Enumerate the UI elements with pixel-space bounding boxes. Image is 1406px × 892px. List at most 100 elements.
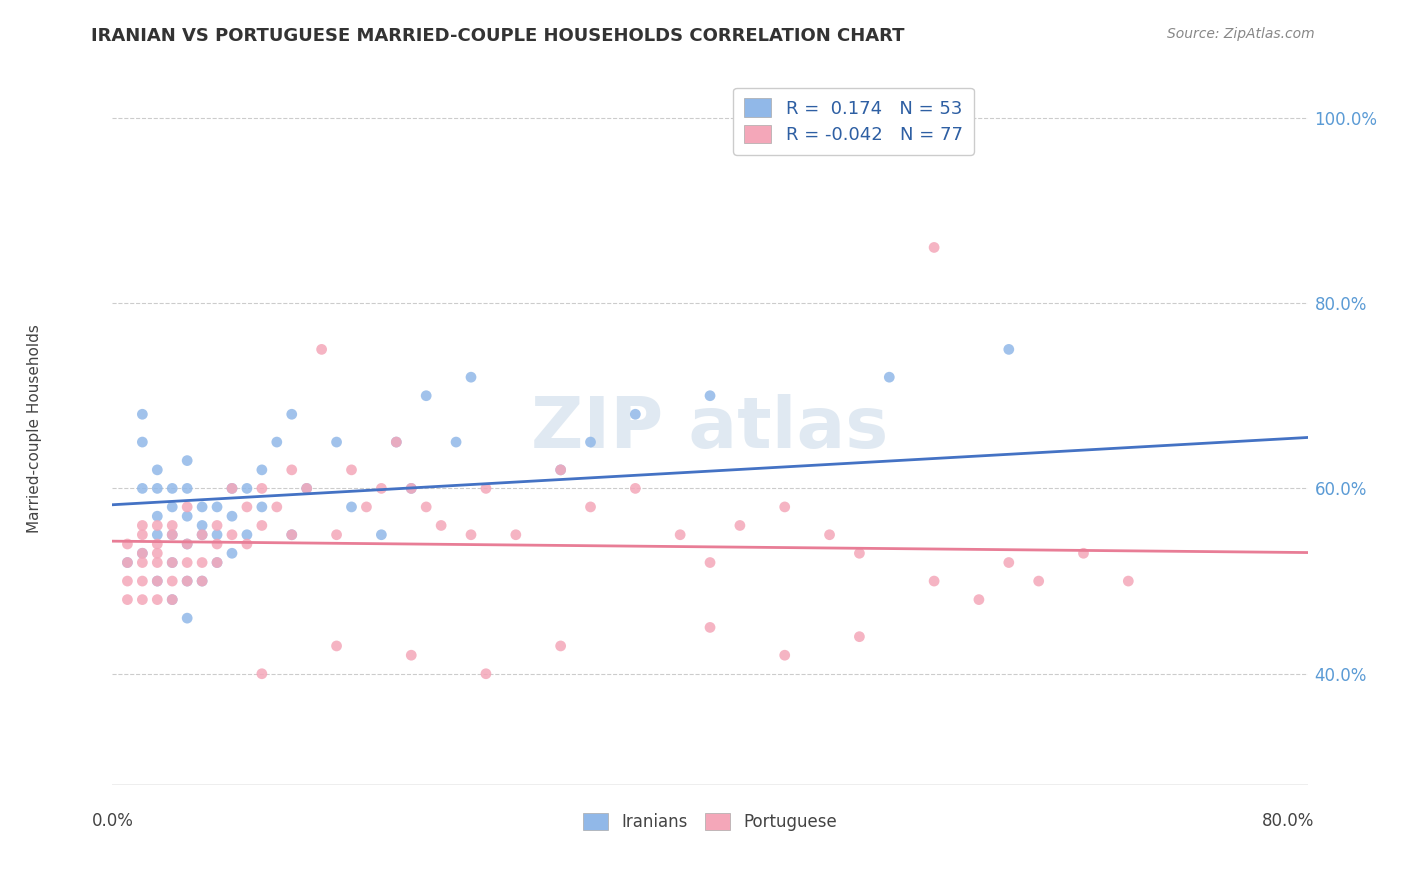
Point: [205, 500, 228, 514]
Point: [162, 518, 183, 533]
Point: [221, 546, 243, 560]
Point: [146, 592, 169, 607]
Point: [236, 500, 259, 514]
Point: [401, 482, 423, 496]
Point: [401, 648, 423, 663]
Point: [879, 370, 901, 384]
Point: [176, 556, 198, 570]
Point: [550, 463, 572, 477]
Point: [415, 500, 437, 514]
Point: [250, 518, 273, 533]
Point: [728, 518, 751, 533]
Point: [624, 407, 647, 421]
Point: [848, 546, 870, 560]
Point: [131, 574, 153, 588]
Point: [1118, 574, 1140, 588]
Point: [444, 435, 467, 450]
Point: [325, 435, 347, 450]
Point: [205, 556, 228, 570]
Point: [131, 435, 153, 450]
Point: [146, 518, 169, 533]
Point: [236, 482, 259, 496]
Text: 80.0%: 80.0%: [1263, 812, 1315, 830]
Point: [311, 343, 333, 357]
Point: [191, 527, 214, 541]
Point: [146, 527, 169, 541]
Point: [176, 574, 198, 588]
Point: [385, 435, 408, 450]
Point: [967, 592, 990, 607]
Point: [460, 527, 482, 541]
Point: [191, 574, 214, 588]
Point: [773, 500, 796, 514]
Point: [1028, 574, 1050, 588]
Point: [117, 537, 139, 551]
Point: [162, 556, 183, 570]
Point: [773, 648, 796, 663]
Point: [131, 556, 153, 570]
Point: [146, 574, 169, 588]
Point: [370, 527, 392, 541]
Point: [176, 500, 198, 514]
Point: [579, 500, 602, 514]
Point: [176, 611, 198, 625]
Text: Married-couple Households: Married-couple Households: [27, 324, 42, 533]
Point: [266, 435, 288, 450]
Point: [325, 527, 347, 541]
Point: [1073, 546, 1095, 560]
Point: [162, 592, 183, 607]
Point: [250, 482, 273, 496]
Point: [221, 482, 243, 496]
Point: [176, 537, 198, 551]
Point: [176, 537, 198, 551]
Point: [356, 500, 378, 514]
Point: [205, 537, 228, 551]
Point: [460, 370, 482, 384]
Point: [131, 546, 153, 560]
Point: [205, 556, 228, 570]
Point: [146, 537, 169, 551]
Point: [340, 463, 363, 477]
Point: [281, 527, 304, 541]
Point: [162, 527, 183, 541]
Point: [146, 463, 169, 477]
Point: [415, 389, 437, 403]
Point: [176, 453, 198, 467]
Legend: Iranians, Portuguese: Iranians, Portuguese: [574, 803, 846, 841]
Point: [475, 666, 498, 681]
Point: [146, 546, 169, 560]
Point: [295, 482, 318, 496]
Point: [281, 463, 304, 477]
Point: [699, 620, 721, 634]
Point: [117, 574, 139, 588]
Point: [221, 509, 243, 524]
Point: [699, 556, 721, 570]
Point: [624, 482, 647, 496]
Point: [131, 527, 153, 541]
Point: [550, 639, 572, 653]
Point: [385, 435, 408, 450]
Point: [131, 482, 153, 496]
Text: Source: ZipAtlas.com: Source: ZipAtlas.com: [1167, 27, 1315, 41]
Point: [505, 527, 527, 541]
Point: [250, 463, 273, 477]
Point: [176, 509, 198, 524]
Point: [191, 574, 214, 588]
Point: [325, 639, 347, 653]
Point: [176, 574, 198, 588]
Text: 0.0%: 0.0%: [91, 812, 134, 830]
Point: [281, 407, 304, 421]
Point: [475, 482, 498, 496]
Text: IRANIAN VS PORTUGUESE MARRIED-COUPLE HOUSEHOLDS CORRELATION CHART: IRANIAN VS PORTUGUESE MARRIED-COUPLE HOU…: [91, 27, 905, 45]
Point: [669, 527, 692, 541]
Point: [221, 527, 243, 541]
Point: [146, 556, 169, 570]
Text: ZIP atlas: ZIP atlas: [531, 393, 889, 463]
Point: [131, 407, 153, 421]
Point: [550, 463, 572, 477]
Point: [176, 482, 198, 496]
Point: [146, 482, 169, 496]
Point: [117, 592, 139, 607]
Point: [162, 527, 183, 541]
Point: [370, 482, 392, 496]
